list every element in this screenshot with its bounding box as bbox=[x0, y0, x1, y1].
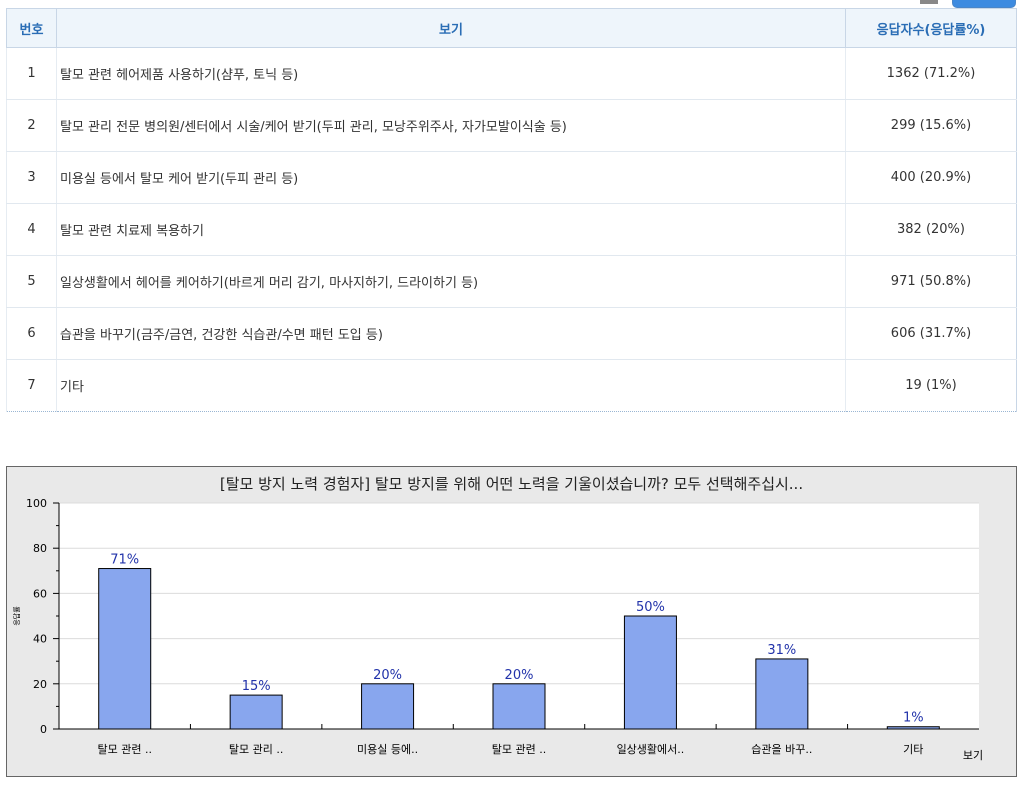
bar bbox=[755, 658, 809, 730]
x-tick-label: 미용실 등에.. bbox=[357, 743, 418, 756]
top-right-button[interactable] bbox=[952, 0, 1016, 8]
row-option: 기타 bbox=[56, 359, 846, 412]
y-tick-label: 80 bbox=[33, 542, 47, 555]
table-row: 1 탈모 관련 헤어제품 사용하기(샴푸, 토닉 등) 1362 (71.2%) bbox=[6, 47, 1017, 100]
header-number: 번호 bbox=[6, 8, 57, 48]
x-tick-label: 탈모 관련 .. bbox=[492, 743, 546, 756]
chart-title: [탈모 방지 노력 경험자] 탈모 방지를 위해 어떤 노력을 기울이셨습니까?… bbox=[219, 475, 804, 493]
row-count: 299 (15.6%) bbox=[845, 99, 1017, 152]
x-axis-label: 보기 bbox=[963, 749, 983, 762]
x-tick-label: 습관을 바꾸.. bbox=[751, 743, 812, 756]
bar-chart: [탈모 방지 노력 경험자] 탈모 방지를 위해 어떤 노력을 기울이셨습니까?… bbox=[6, 466, 1017, 777]
table-header-row: 번호 보기 응답자수(응답률%) bbox=[6, 8, 1017, 48]
y-axis-label: 응답률 bbox=[12, 606, 21, 626]
table-row: 3 미용실 등에서 탈모 케어 받기(두피 관리 등) 400 (20.9%) bbox=[6, 151, 1017, 204]
row-number: 6 bbox=[6, 307, 57, 360]
table-row: 2 탈모 관리 전문 병의원/센터에서 시술/케어 받기(두피 관리, 모낭주위… bbox=[6, 99, 1017, 152]
bar-data-label: 71% bbox=[110, 553, 139, 568]
bar-data-label: 20% bbox=[373, 668, 402, 683]
x-tick-label: 탈모 관련 .. bbox=[97, 743, 151, 756]
x-tick-label: 탈모 관리 .. bbox=[229, 743, 283, 756]
row-count: 19 (1%) bbox=[845, 359, 1017, 412]
row-count: 400 (20.9%) bbox=[845, 151, 1017, 204]
bar-data-label: 50% bbox=[636, 600, 665, 615]
row-number: 3 bbox=[6, 151, 57, 204]
toolbar-fragment bbox=[920, 0, 938, 4]
y-tick-label: 100 bbox=[26, 497, 47, 510]
row-number: 5 bbox=[6, 255, 57, 308]
header-option: 보기 bbox=[56, 8, 846, 48]
table-row: 7 기타 19 (1%) bbox=[6, 359, 1017, 412]
y-tick-label: 20 bbox=[33, 678, 47, 691]
x-tick-label: 일상생활에서.. bbox=[617, 742, 685, 756]
y-tick-label: 0 bbox=[40, 723, 47, 736]
y-tick-label: 60 bbox=[33, 587, 47, 600]
row-number: 1 bbox=[6, 47, 57, 100]
row-count: 606 (31.7%) bbox=[845, 307, 1017, 360]
bar-data-label: 31% bbox=[767, 643, 796, 658]
bar-data-label: 15% bbox=[242, 679, 271, 694]
row-option: 탈모 관련 헤어제품 사용하기(샴푸, 토닉 등) bbox=[56, 47, 846, 100]
row-count: 382 (20%) bbox=[845, 203, 1017, 256]
row-number: 4 bbox=[6, 203, 57, 256]
row-option: 일상생활에서 헤어를 케어하기(바르게 머리 감기, 마사지하기, 드라이하기 … bbox=[56, 255, 846, 308]
table-row: 5 일상생활에서 헤어를 케어하기(바르게 머리 감기, 마사지하기, 드라이하… bbox=[6, 255, 1017, 308]
bar bbox=[886, 726, 940, 730]
response-table: 번호 보기 응답자수(응답률%) 1 탈모 관련 헤어제품 사용하기(샴푸, 토… bbox=[6, 8, 1017, 412]
bar bbox=[361, 683, 415, 730]
row-option: 탈모 관리 전문 병의원/센터에서 시술/케어 받기(두피 관리, 모낭주위주사… bbox=[56, 99, 846, 152]
header-count: 응답자수(응답률%) bbox=[845, 8, 1017, 48]
table-row: 6 습관을 바꾸기(금주/금연, 건강한 식습관/수면 패턴 도입 등) 606… bbox=[6, 307, 1017, 360]
chart-svg: 0 20 40 60 80 100 응답률 71% 탈모 관련 .. 15% 탈모 관리 .. 20%… bbox=[12, 497, 983, 762]
row-count: 1362 (71.2%) bbox=[845, 47, 1017, 100]
bar-data-label: 1% bbox=[903, 711, 924, 726]
table-row: 4 탈모 관련 치료제 복용하기 382 (20%) bbox=[6, 203, 1017, 256]
bar bbox=[623, 615, 677, 730]
row-option: 미용실 등에서 탈모 케어 받기(두피 관리 등) bbox=[56, 151, 846, 204]
bar bbox=[492, 683, 546, 730]
row-number: 2 bbox=[6, 99, 57, 152]
x-tick-label: 기타 bbox=[903, 743, 923, 756]
y-tick-label: 40 bbox=[33, 633, 47, 646]
row-option: 탈모 관련 치료제 복용하기 bbox=[56, 203, 846, 256]
bar bbox=[229, 694, 283, 730]
row-option: 습관을 바꾸기(금주/금연, 건강한 식습관/수면 패턴 도입 등) bbox=[56, 307, 846, 360]
row-number: 7 bbox=[6, 359, 57, 412]
bar-data-label: 20% bbox=[505, 668, 534, 683]
bar bbox=[98, 568, 152, 730]
row-count: 971 (50.8%) bbox=[845, 255, 1017, 308]
